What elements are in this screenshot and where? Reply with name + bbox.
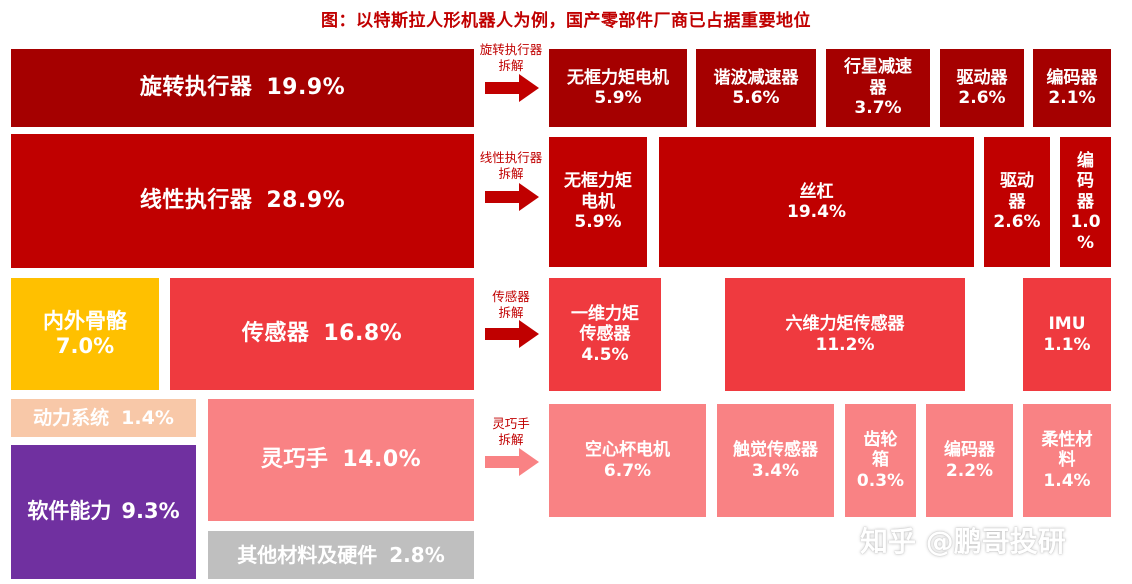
part-label-line2: 器 — [1008, 191, 1026, 212]
part-label: 丝杠 — [799, 181, 834, 202]
part-label: 编码器 — [944, 440, 995, 461]
block-software: 软件能力 9.3% — [11, 445, 196, 579]
part-label: IMU — [1048, 314, 1086, 335]
block-label: 灵巧手 — [260, 446, 329, 472]
block-rotary-actuator: 旋转执行器 19.9% — [11, 49, 474, 127]
block-linear-actuator: 线性执行器 28.9% — [11, 134, 474, 268]
part-pct: 2.6% — [993, 212, 1041, 233]
part-driver: 驱动器 2.6% — [940, 49, 1024, 127]
connector-label-sensor: 传感器 拆解 — [492, 289, 530, 320]
block-pct: 7.0% — [55, 334, 115, 358]
block-pct: 14.0% — [342, 446, 422, 472]
block-pct: 16.8% — [323, 320, 403, 346]
part-pct: 19.4% — [787, 202, 846, 222]
connector-label-linear: 线性执行器 拆解 — [479, 150, 543, 181]
part-coreless-motor: 空心杯电机 6.7% — [549, 404, 706, 517]
part-driver: 驱动器 2.6% — [984, 137, 1050, 267]
part-label: 谐波减速器 — [713, 67, 799, 88]
block-label: 其他材料及硬件 — [237, 543, 378, 567]
part-pct: 3.4% — [751, 460, 800, 481]
part-label: 驱动 — [1000, 171, 1034, 192]
part-encoder: 编码器 1.0% — [1060, 137, 1111, 267]
part-label-line2: 码 — [1077, 171, 1094, 192]
arrow-right-icon — [485, 74, 539, 102]
part-pct: 5.6% — [732, 88, 780, 108]
block-label: 传感器 — [241, 320, 310, 346]
part-label-line3: 器 — [1077, 191, 1094, 212]
part-label: 编 — [1077, 151, 1094, 172]
part-pct: 1.4% — [1043, 470, 1091, 491]
part-label: 空心杯电机 — [585, 440, 670, 461]
part-label: 行星减速 — [844, 57, 912, 78]
part-pct: 1.0 — [1070, 212, 1101, 233]
block-power-system: 动力系统 1.4% — [11, 399, 196, 437]
part-label-line2: 器 — [869, 77, 887, 98]
block-label: 动力系统 — [33, 406, 110, 429]
part-label-line2: 料 — [1058, 450, 1076, 471]
part-label-line2: 电机 — [581, 191, 615, 212]
part-flexible-material: 柔性材料 1.4% — [1023, 404, 1111, 517]
part-tactile-sensor: 触觉传感器 3.4% — [717, 404, 834, 517]
page-title: 图：以特斯拉人形机器人为例，国产零部件厂商已占据重要地位 — [321, 11, 811, 31]
part-pct: 2.6% — [958, 88, 1006, 108]
part-label: 无框力矩 — [564, 171, 632, 192]
part-label: 驱动器 — [956, 67, 1008, 88]
block-label: 内外骨骼 — [43, 308, 127, 333]
part-harmonic-reducer: 谐波减速器 5.6% — [696, 49, 816, 127]
arrow-right-icon — [485, 320, 539, 348]
arrow-right-icon — [485, 183, 539, 211]
part-encoder: 编码器 2.1% — [1033, 49, 1111, 127]
block-label: 软件能力 — [27, 499, 112, 524]
part-pct: 5.9% — [594, 88, 642, 108]
part-6d-torque-sensor: 六维力矩传感器 11.2% — [725, 278, 965, 391]
part-pct-unit: % — [1076, 232, 1095, 253]
part-label: 六维力矩传感器 — [785, 314, 905, 335]
part-pct: 0.3% — [856, 470, 905, 491]
part-label-line2: 传感器 — [579, 324, 631, 345]
part-pct: 2.2% — [945, 460, 994, 481]
arrow-right-icon — [485, 448, 539, 476]
block-label: 线性执行器 — [139, 187, 253, 213]
block-pct: 9.3% — [121, 499, 180, 524]
block-pct: 1.4% — [121, 406, 174, 429]
part-pct: 3.7% — [854, 98, 902, 119]
block-pct: 2.8% — [389, 543, 445, 567]
connector-label-hand: 灵巧手 拆解 — [492, 416, 530, 447]
part-label: 触觉传感器 — [733, 440, 818, 461]
part-pct: 2.1% — [1048, 88, 1096, 108]
block-exoskeleton: 内外骨骼 7.0% — [11, 278, 159, 390]
part-label: 齿轮 — [863, 429, 898, 450]
part-gearbox: 齿轮箱 0.3% — [845, 404, 916, 517]
part-label-line2: 箱 — [872, 450, 889, 471]
connector-label-rotary: 旋转执行器 拆解 — [479, 42, 543, 73]
block-pct: 19.9% — [266, 74, 346, 100]
part-encoder: 编码器 2.2% — [926, 404, 1013, 517]
block-dexterous-hand: 灵巧手 14.0% — [208, 399, 474, 521]
part-planetary-reducer: 行星减速器 3.7% — [826, 49, 930, 127]
part-imu: IMU 1.1% — [1023, 278, 1111, 391]
part-label: 无框力矩电机 — [567, 67, 669, 88]
part-label: 编码器 — [1046, 67, 1098, 88]
part-pct: 6.7% — [603, 460, 652, 481]
part-pct: 4.5% — [581, 344, 629, 365]
part-lead-screw: 丝杠 19.4% — [659, 137, 974, 267]
watermark: 知乎 @鹏哥投研 — [860, 525, 1066, 558]
part-pct: 11.2% — [815, 334, 875, 355]
part-label: 一维力矩 — [571, 303, 639, 324]
part-pct: 5.9% — [574, 212, 622, 233]
block-sensor: 传感器 16.8% — [170, 278, 474, 390]
block-label: 旋转执行器 — [139, 74, 253, 100]
part-pct: 1.1% — [1043, 334, 1091, 355]
part-label: 柔性材 — [1041, 429, 1093, 450]
part-1d-torque-sensor: 一维力矩 传感器 4.5% — [549, 278, 661, 391]
block-other-materials: 其他材料及硬件 2.8% — [208, 531, 474, 579]
block-pct: 28.9% — [266, 187, 346, 213]
